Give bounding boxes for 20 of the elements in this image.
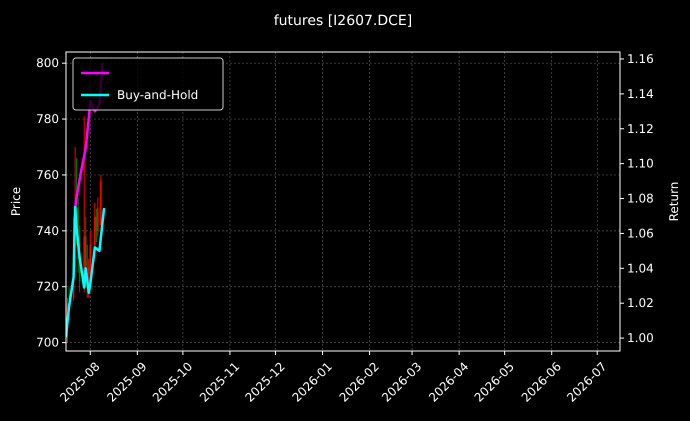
y2-tick-label: 1.04 — [627, 261, 654, 276]
chart-title: futures [I2607.DCE] — [274, 13, 412, 29]
legend-label: Buy-and-Hold — [117, 88, 198, 102]
y2-tick-label: 1.06 — [627, 226, 654, 240]
y2-tick-label: 1.16 — [627, 52, 654, 66]
y-tick-label: 700 — [36, 336, 59, 350]
y2-tick-label: 1.08 — [627, 192, 654, 206]
y-tick-label: 760 — [36, 168, 59, 182]
y-tick-label: 720 — [36, 280, 59, 294]
y2-tick-label: 1.02 — [627, 296, 654, 310]
y2-tick-label: 1.10 — [627, 156, 654, 171]
y2-tick-label: 1.00 — [627, 331, 654, 346]
y2-tick-label: 1.12 — [627, 122, 654, 136]
y-axis-title: Price — [9, 186, 23, 216]
y-tick-label: 740 — [36, 224, 59, 238]
line-series — [66, 206, 106, 338]
y2-axis-title: Return — [667, 182, 681, 222]
y2-tick-label: 1.14 — [627, 86, 654, 101]
y-tick-label: 780 — [36, 112, 59, 126]
y-tick-label: 800 — [36, 56, 59, 70]
